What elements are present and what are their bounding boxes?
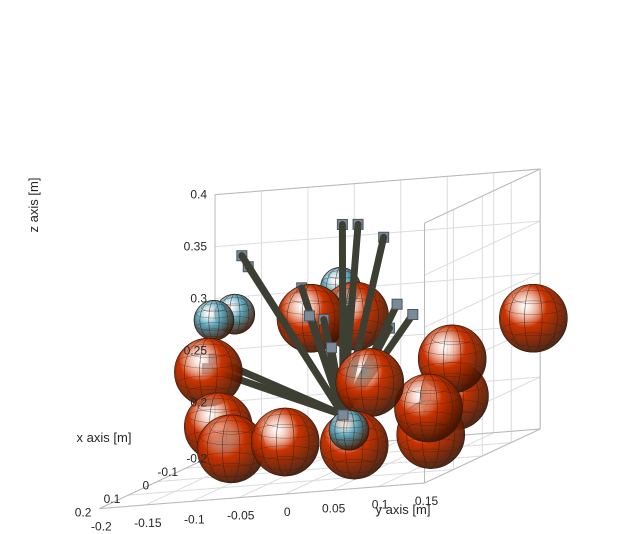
z-tick-label: 0.35 [184,240,208,254]
z-tick-label: 0.4 [190,188,207,202]
sphere-latitude [201,303,227,313]
sphere-latitude [186,343,230,358]
sphere-latitude [289,290,333,305]
sphere-latitude [407,379,450,394]
joint-marker [303,310,315,322]
obstacle-sphere [335,348,405,417]
y-tick-label: 0 [284,505,291,519]
sphere-latitude [195,322,233,331]
robot-link [244,263,347,419]
sphere-latitude [511,289,555,305]
sphere-latitude [254,424,317,439]
x-tick-label: 0.2 [75,506,92,520]
sphere-latitude [332,459,376,474]
x-tick-label: 0.1 [104,492,121,506]
sphere-latitude [421,362,484,377]
sphere-meridian [509,284,558,353]
plot-marks [174,218,568,484]
sphere-latitude [263,456,307,471]
sphere-latitude [338,386,401,401]
grid-line [424,272,541,328]
sphere-latitude [263,413,307,428]
sphere-latitude [336,413,362,422]
sphere-latitude [254,445,317,460]
y-tick-label: 0.15 [415,494,439,508]
sphere-latitude [338,364,401,379]
sphere-meridian [334,410,364,451]
tick-labels: 0.20.250.30.350.4-0.2-0.100.10.2-0.2 -0.1… [75,188,439,534]
z-tick-label: 0.2 [190,396,207,410]
sphere-latitude [196,398,240,413]
grid-line [128,469,454,496]
sphere-latitude [348,396,392,411]
sphere-latitude [348,354,392,369]
obstacle-sphere [250,407,320,477]
axis-labels: z axis [m] x axis [m] y axis [m] [26,178,430,517]
axis-box-edge [424,168,541,224]
joint-marker [391,298,403,310]
base-marker [337,409,349,421]
z-axis-label: z axis [m] [26,178,41,233]
sphere-latitude [421,341,484,356]
target-sphere [328,409,370,451]
sphere-latitude [209,420,253,435]
y-tick-label: -0.1 [184,512,205,526]
joint-marker [407,309,419,320]
sphere-latitude [195,309,233,319]
axis-box-edge [424,428,541,484]
sphere-latitude [409,448,453,463]
y-tick-label: -0.05 [227,509,255,523]
obstacle-sphere [196,414,266,484]
axis-box-edge [214,168,541,196]
sphere-latitude [502,321,565,336]
sphere-latitude [502,300,565,315]
sphere-latitude [201,328,227,338]
sphere-meridian [260,407,310,477]
grid-line [424,220,541,276]
sphere-latitude [330,432,368,441]
z-tick-label: 0.25 [184,344,208,358]
sphere-latitude [397,411,460,426]
sphere-meridian [404,373,453,443]
sphere-latitude [330,419,368,429]
x-tick-label: -0.2 [186,452,207,466]
obstacle-sphere [499,283,568,353]
joint-marker [325,342,337,354]
sphere-latitude [177,354,240,369]
y-axis-label: y axis [m] [376,502,431,517]
z-tick-label: 0.3 [190,292,207,306]
x-axis-label: x axis [m] [77,430,132,445]
target-sphere [193,300,235,341]
axes-box [99,168,541,510]
obstacle-sphere [394,373,463,443]
y-tick-label: 0.05 [322,501,346,515]
sphere-latitude [511,332,555,347]
sphere-latitude [407,422,450,437]
sphere-latitude [336,438,362,447]
axis-box-edge [99,454,216,510]
grid-line [214,220,541,248]
x-tick-label: -0.1 [157,465,178,479]
y-tick-label: 0.1 [372,498,389,512]
sphere-latitude [430,330,474,345]
axis-box-edge [99,482,425,510]
x-tick-label: 0 [143,479,150,493]
y-tick-label: -0.2 [91,520,112,534]
sphere-meridian [286,284,336,353]
sphere-latitude [177,375,240,390]
sphere-latitude [222,297,248,306]
obstacle-sphere [174,337,243,407]
sphere-latitude [209,462,253,478]
y-tick-label: -0.15 [134,516,162,530]
sphere-latitude [289,332,333,347]
